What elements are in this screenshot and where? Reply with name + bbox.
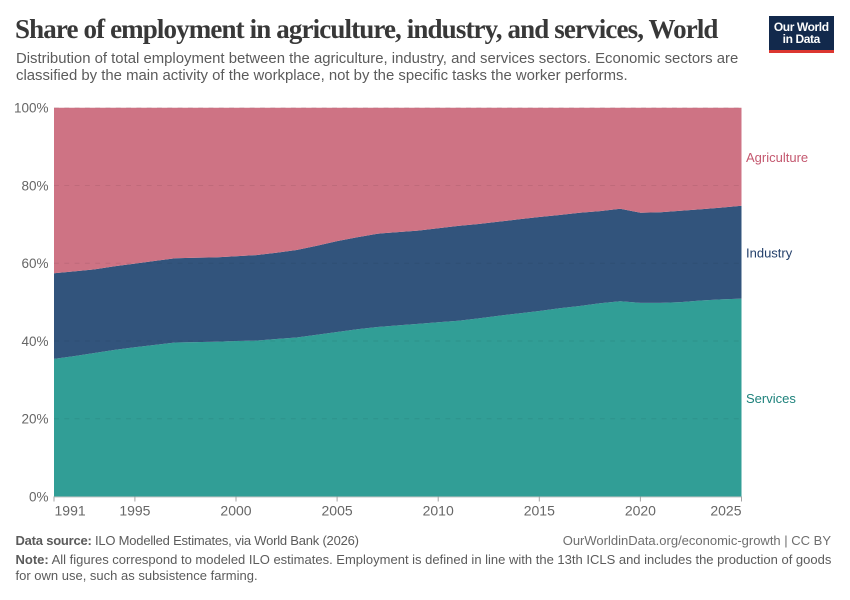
svg-text:1991: 1991 <box>55 503 86 519</box>
svg-text:Agriculture: Agriculture <box>746 150 808 165</box>
svg-text:2005: 2005 <box>322 503 353 519</box>
svg-text:Industry: Industry <box>746 246 793 261</box>
svg-text:1995: 1995 <box>119 503 150 519</box>
svg-text:40%: 40% <box>21 334 48 349</box>
svg-text:2000: 2000 <box>220 503 251 519</box>
svg-text:2025: 2025 <box>710 503 741 519</box>
svg-text:2010: 2010 <box>423 503 454 519</box>
svg-text:0%: 0% <box>29 489 49 504</box>
svg-text:100%: 100% <box>14 101 49 116</box>
svg-text:60%: 60% <box>21 256 48 271</box>
svg-text:2015: 2015 <box>524 503 555 519</box>
svg-text:80%: 80% <box>21 178 48 193</box>
svg-text:Services: Services <box>746 391 796 406</box>
svg-text:20%: 20% <box>21 412 48 427</box>
svg-text:2020: 2020 <box>625 503 656 519</box>
